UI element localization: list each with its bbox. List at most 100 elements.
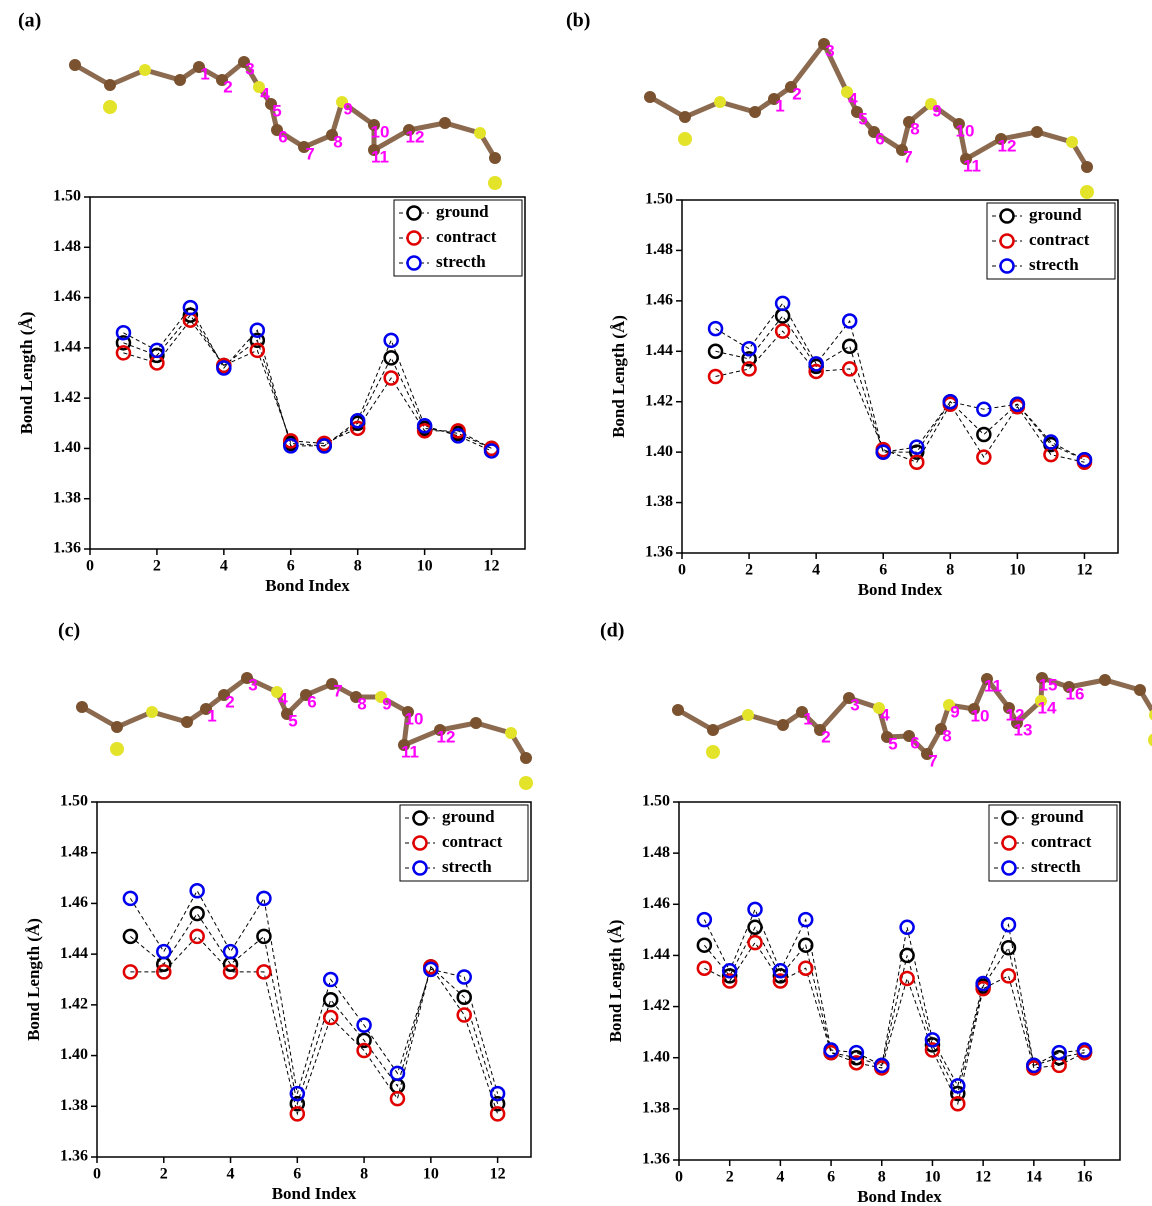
x-tick-label: 12	[1076, 562, 1092, 579]
data-point	[843, 340, 856, 353]
y-tick-label: 1.36	[60, 1148, 88, 1165]
x-tick-label: 16	[1077, 1169, 1093, 1186]
y-tick-label: 1.50	[60, 793, 88, 810]
x-tick-label: 6	[879, 562, 887, 579]
legend-marker	[1001, 235, 1014, 248]
atom	[749, 106, 761, 118]
legend-marker	[414, 862, 427, 875]
x-tick-label: 14	[1026, 1169, 1042, 1186]
data-point	[458, 1009, 471, 1022]
atom	[706, 745, 720, 759]
x-tick-label: 6	[287, 558, 295, 575]
bond-number: 3	[825, 41, 834, 60]
atom	[1148, 733, 1152, 747]
atom	[1134, 684, 1146, 696]
atom	[474, 127, 486, 139]
bond-number: 6	[910, 733, 919, 752]
x-tick-label: 12	[490, 1166, 506, 1183]
x-axis-label: Bond Index	[858, 580, 943, 599]
data-point	[224, 945, 237, 958]
x-tick-label: 4	[220, 558, 228, 575]
y-tick-label: 1.42	[642, 997, 670, 1014]
data-point	[977, 428, 990, 441]
y-tick-label: 1.50	[53, 188, 81, 205]
panel: (a)1234567891011121.361.381.401.421.441.…	[17, 10, 525, 595]
series-line	[123, 308, 491, 451]
series-line	[130, 914, 497, 1104]
bond-number: 7	[903, 147, 912, 166]
atom	[111, 721, 123, 733]
atom	[110, 742, 124, 756]
y-tick-label: 1.38	[645, 493, 673, 510]
atom	[488, 176, 502, 190]
y-tick-label: 1.44	[642, 946, 670, 963]
y-tick-label: 1.50	[642, 793, 670, 810]
atom	[777, 719, 789, 731]
data-point	[901, 972, 914, 985]
data-point	[191, 884, 204, 897]
data-point	[257, 930, 270, 943]
data-point	[749, 903, 762, 916]
x-tick-label: 0	[678, 562, 686, 579]
bond-number: 12	[998, 136, 1017, 155]
bond-number: 11	[984, 676, 1002, 695]
x-tick-label: 4	[812, 562, 820, 579]
y-tick-label: 1.46	[60, 894, 88, 911]
bond-number: 9	[343, 99, 352, 118]
bond-number: 4	[880, 705, 890, 724]
bond-number: 1	[207, 706, 216, 725]
x-tick-label: 12	[975, 1169, 991, 1186]
y-axis-label: Bond Length (Å)	[609, 315, 628, 438]
legend-marker	[1003, 812, 1016, 825]
bond-number: 11	[401, 742, 419, 761]
atom	[470, 717, 482, 729]
data-point	[324, 1011, 337, 1024]
bond-number: 4	[278, 689, 288, 708]
bond-number: 11	[371, 147, 389, 166]
atom	[1066, 136, 1078, 148]
atom	[181, 716, 193, 728]
bond-number: 9	[382, 694, 391, 713]
x-tick-label: 2	[160, 1166, 168, 1183]
x-tick-label: 6	[827, 1169, 835, 1186]
legend-marker	[408, 232, 421, 245]
y-tick-label: 1.46	[642, 895, 670, 912]
atom	[672, 704, 684, 716]
series-line	[716, 331, 1085, 462]
legend-marker	[1003, 862, 1016, 875]
bond-number: 4	[848, 89, 858, 108]
bond-number: 10	[971, 706, 990, 725]
bond-number: 7	[928, 751, 937, 770]
legend-label: strecth	[442, 857, 492, 876]
bond-number: 2	[225, 692, 234, 711]
bond-number: 10	[405, 709, 424, 728]
data-point	[391, 1092, 404, 1105]
legend-label: contract	[1031, 832, 1092, 851]
x-tick-label: 10	[423, 1166, 439, 1183]
atom	[76, 701, 88, 713]
bond-number: 5	[888, 734, 897, 753]
atom	[103, 100, 117, 114]
y-axis-label: Bond Length (Å)	[17, 312, 36, 435]
bond-number: 2	[792, 84, 801, 103]
legend-label: contract	[436, 227, 497, 246]
panel-label: (b)	[566, 10, 590, 32]
x-tick-label: 12	[484, 558, 500, 575]
atom	[714, 96, 726, 108]
legend-marker	[414, 812, 427, 825]
bond-number: 10	[956, 121, 975, 140]
bond-number: 7	[333, 681, 342, 700]
data-point	[1002, 969, 1015, 982]
x-tick-label: 10	[1009, 562, 1025, 579]
bond-number: 2	[223, 77, 232, 96]
x-tick-label: 4	[227, 1166, 235, 1183]
atom	[644, 91, 656, 103]
bond-number: 7	[305, 144, 314, 163]
bond-number: 6	[875, 129, 884, 148]
bond-number: 12	[406, 127, 425, 146]
bond-number: 8	[942, 726, 951, 745]
y-tick-label: 1.38	[53, 489, 81, 506]
bond-number: 15	[1039, 675, 1058, 694]
bond-number: 9	[932, 101, 941, 120]
series-line	[130, 891, 497, 1094]
